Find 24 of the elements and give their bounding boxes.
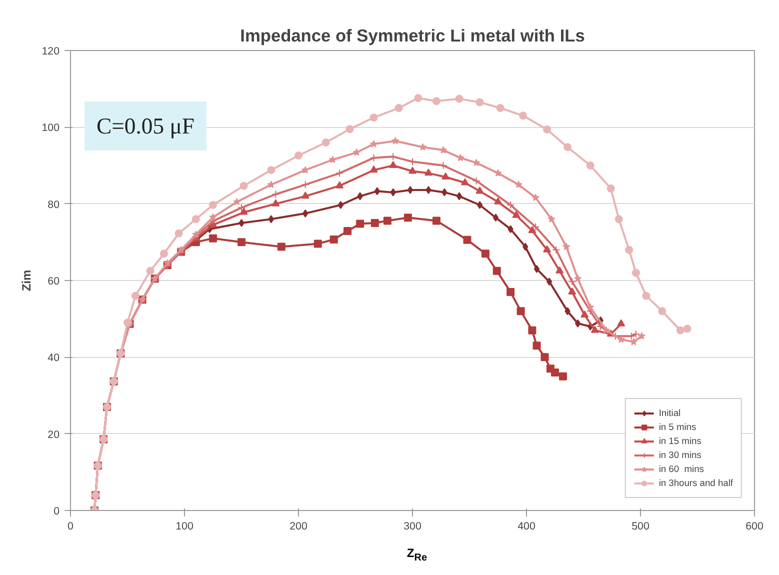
x-tick-label: 600 [746, 520, 764, 532]
x-tick-label: 200 [290, 520, 308, 532]
x-tick-label: 0 [68, 520, 74, 532]
annotation: C=0.05 μF [96, 114, 194, 138]
y-tick-label: 100 [42, 122, 60, 134]
legend-label: in 3hours and half [658, 477, 733, 489]
x-tick-label: 300 [404, 520, 422, 532]
legend-label: in 5 mins [658, 421, 696, 433]
y-tick-label: 60 [48, 276, 60, 288]
y-axis-title: Zim [20, 270, 34, 292]
y-tick-label: 0 [54, 506, 60, 518]
y-tick-label: 120 [42, 46, 60, 58]
y-tick-label: 40 [48, 352, 60, 364]
x-tick-label: 400 [518, 520, 536, 532]
x-tick-label: 500 [632, 520, 650, 532]
legend-label: in 15 mins [658, 435, 702, 447]
legend-label: in 60 mins [658, 463, 704, 475]
x-axis-title: Z$_{Re}$ [406, 545, 428, 566]
x-tick-label: 100 [176, 520, 194, 532]
y-tick-label: 20 [48, 428, 60, 441]
legend-label: Initial [658, 407, 681, 419]
chart-title: Impedance of Symmetric Li metal with ILs [240, 26, 585, 46]
y-tick-label: 80 [48, 198, 60, 211]
legend-label: in 30 mins [658, 449, 702, 461]
